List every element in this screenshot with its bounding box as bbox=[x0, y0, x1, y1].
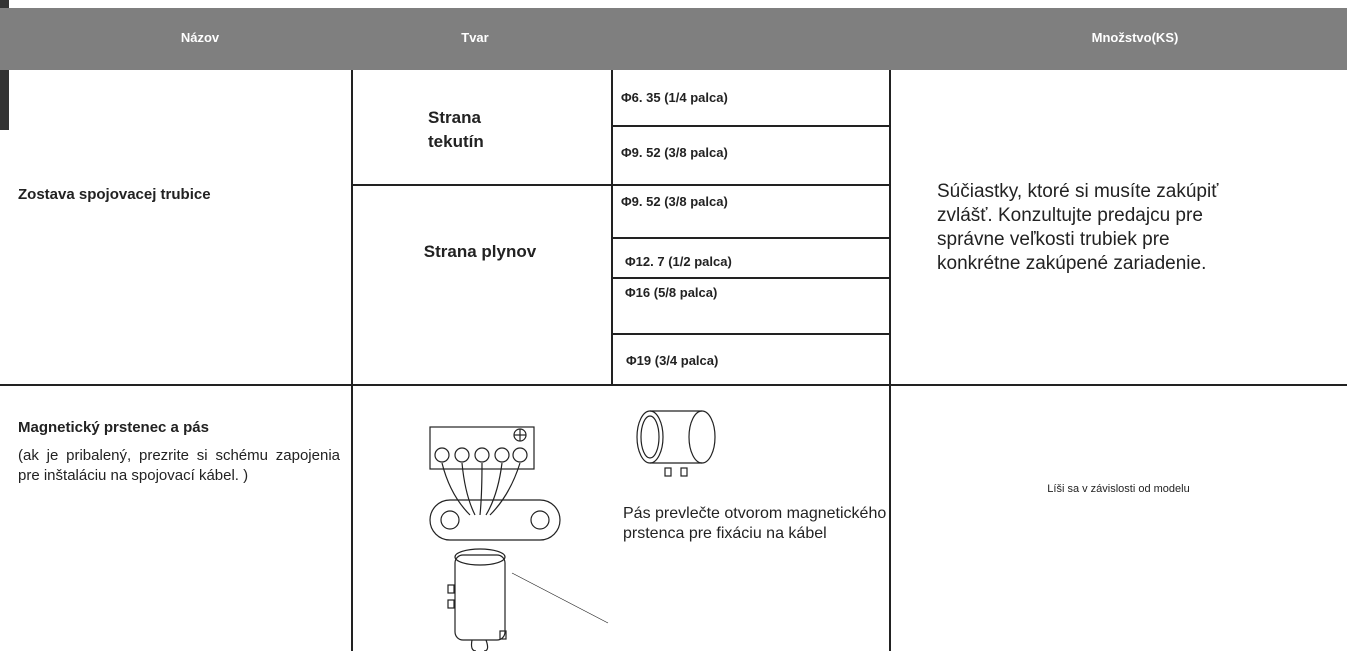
size: Φ6. 35 (1/4 palca) bbox=[621, 90, 728, 105]
row-line bbox=[612, 277, 890, 279]
header-bar bbox=[0, 8, 1347, 70]
ring-illustration bbox=[636, 410, 716, 477]
quantity: Súčiastky, ktoré si musíte zakúpiť zvláš… bbox=[937, 181, 1219, 274]
group-label: Strana tekutín bbox=[428, 108, 484, 151]
quantity: Líši sa v závislosti od modelu bbox=[1047, 483, 1190, 495]
col-line bbox=[889, 70, 891, 651]
illustration bbox=[429, 426, 609, 651]
size: Φ19 (3/4 palca) bbox=[626, 353, 719, 368]
item-name: Zostava spojovacej trubice bbox=[18, 186, 211, 203]
item-name: Magnetický prstenec a pás bbox=[18, 419, 209, 436]
header-cell: Názov bbox=[180, 30, 220, 45]
header-cell: Tvar bbox=[461, 30, 489, 45]
row-line bbox=[352, 184, 612, 186]
caption: Pás prevlečte otvorom magnetického prste… bbox=[623, 505, 887, 542]
row-line bbox=[612, 184, 890, 186]
row-line bbox=[612, 333, 890, 335]
row-line bbox=[612, 125, 890, 127]
item-note: (ak je pribalený, prezrite si schému zap… bbox=[18, 447, 340, 484]
col-line bbox=[611, 70, 613, 385]
size: Φ16 (5/8 palca) bbox=[625, 285, 718, 300]
size: Φ12. 7 (1/2 palca) bbox=[625, 254, 732, 269]
row-line bbox=[0, 384, 1347, 386]
header-cell: Množstvo(KS) bbox=[1091, 30, 1179, 45]
row-line bbox=[612, 237, 890, 239]
group-label: Strana plynov bbox=[423, 242, 537, 261]
size: Φ9. 52 (3/8 palca) bbox=[621, 194, 728, 209]
col-line bbox=[351, 70, 353, 651]
size: Φ9. 52 (3/8 palca) bbox=[621, 145, 728, 160]
